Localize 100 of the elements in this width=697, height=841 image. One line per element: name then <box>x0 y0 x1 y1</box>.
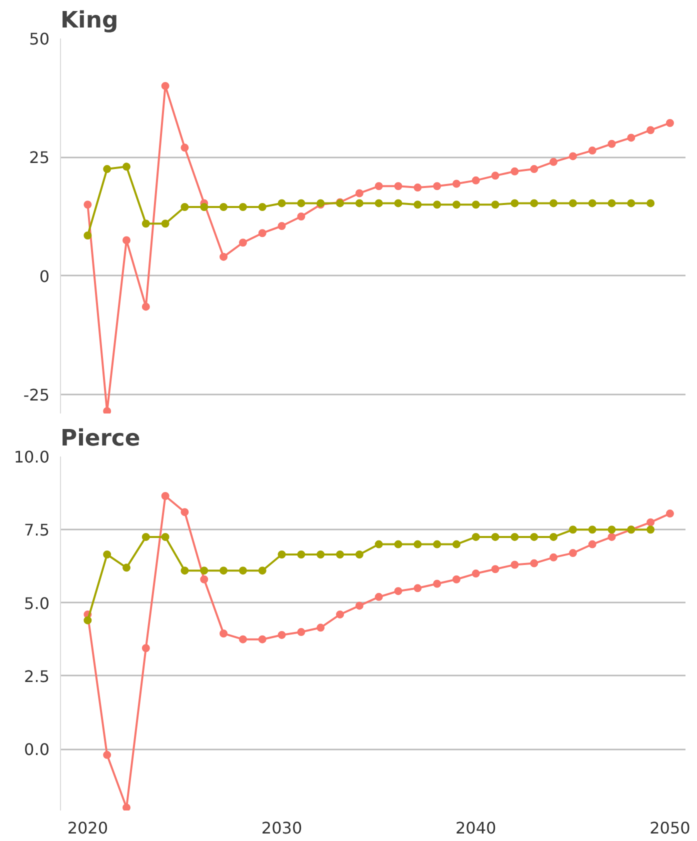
point <box>530 165 538 174</box>
point <box>180 203 189 212</box>
point <box>161 82 170 90</box>
point <box>278 222 286 230</box>
point <box>646 126 655 134</box>
point <box>472 176 480 184</box>
point <box>550 553 558 562</box>
point <box>200 566 208 575</box>
point <box>238 203 247 212</box>
point <box>452 180 460 188</box>
point <box>220 203 228 212</box>
point <box>646 518 655 526</box>
point <box>355 550 364 558</box>
point <box>472 532 480 541</box>
point <box>84 232 92 240</box>
point <box>568 199 577 208</box>
point <box>666 510 674 518</box>
point <box>491 172 500 180</box>
point <box>122 162 130 171</box>
point <box>142 532 150 541</box>
point <box>588 526 596 534</box>
point <box>627 199 636 208</box>
point <box>278 630 286 639</box>
point <box>122 564 130 572</box>
y-tick-label: -25 <box>23 386 50 405</box>
point <box>608 532 616 541</box>
point <box>374 540 383 548</box>
point <box>608 140 616 148</box>
x-tick-label: 2020 <box>67 818 108 838</box>
point <box>374 199 383 208</box>
point <box>142 644 150 652</box>
point <box>530 199 538 208</box>
point <box>220 566 228 575</box>
point <box>297 628 306 636</box>
y-tick-label: 2.5 <box>24 666 50 686</box>
point <box>472 570 480 578</box>
point <box>510 167 519 176</box>
point <box>491 565 500 574</box>
point <box>238 566 247 575</box>
point <box>433 580 442 588</box>
point <box>433 200 442 209</box>
point <box>84 200 92 209</box>
point <box>433 540 442 548</box>
point <box>510 560 519 569</box>
point <box>336 610 344 618</box>
x-tick-label: 2040 <box>456 818 496 838</box>
point <box>646 526 655 534</box>
point <box>336 550 344 558</box>
point <box>180 144 189 152</box>
point <box>161 220 170 228</box>
point <box>238 238 247 247</box>
point <box>394 199 402 208</box>
point <box>258 229 266 238</box>
point <box>530 532 538 541</box>
point <box>491 200 500 209</box>
x-tick-label: 2050 <box>650 818 690 838</box>
point <box>258 203 266 212</box>
point <box>452 200 460 209</box>
point <box>200 575 208 584</box>
point <box>530 559 538 568</box>
point <box>374 182 383 190</box>
point <box>103 550 112 558</box>
point <box>414 584 422 592</box>
point <box>588 146 596 155</box>
point <box>568 549 577 558</box>
y-tick-label: 10.0 <box>14 448 50 466</box>
point <box>550 158 558 166</box>
chart-title: Pierce <box>60 426 140 452</box>
y-tick-label: 0 <box>39 266 50 286</box>
point <box>258 635 266 644</box>
point <box>200 203 208 212</box>
point <box>374 592 383 601</box>
point <box>452 575 460 584</box>
point <box>433 182 442 190</box>
y-tick-label: 7.5 <box>24 520 50 540</box>
point <box>588 540 596 548</box>
point <box>452 540 460 548</box>
point <box>316 624 325 632</box>
point <box>142 302 150 311</box>
point <box>355 199 364 208</box>
point <box>608 199 616 208</box>
point <box>414 200 422 209</box>
y-tick-label: 25 <box>29 148 50 168</box>
point <box>220 252 228 261</box>
point <box>297 199 306 208</box>
point <box>394 540 402 548</box>
point <box>550 532 558 541</box>
point <box>161 532 170 541</box>
point <box>103 165 112 174</box>
point <box>568 526 577 534</box>
point <box>220 630 228 638</box>
point <box>180 508 189 516</box>
y-tick-label: 0.0 <box>24 740 50 760</box>
y-tick-label: 50 <box>29 30 50 48</box>
point <box>297 212 306 220</box>
point <box>122 236 130 244</box>
point <box>316 550 325 558</box>
point <box>84 616 92 624</box>
point <box>103 750 112 759</box>
x-tick-label: 2030 <box>261 818 302 838</box>
